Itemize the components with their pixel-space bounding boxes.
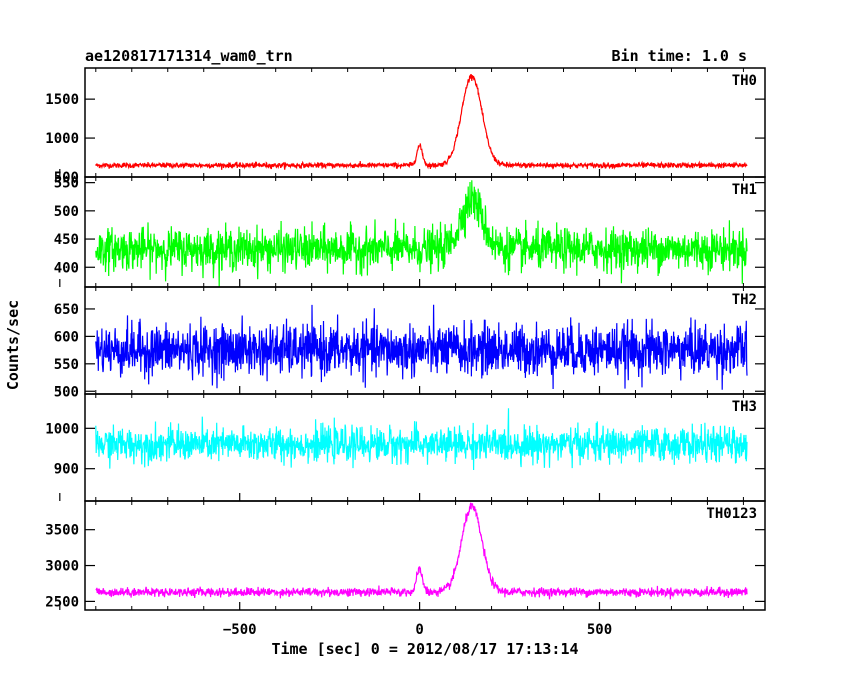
panel-label: TH2 <box>732 292 757 308</box>
y-tick-label: 600 <box>54 329 79 345</box>
panel-th3: 900 1000 TH3 <box>45 393 766 502</box>
y-tick-label: 2500 <box>45 594 79 610</box>
x-axis-label: Time [sec] 0 = 2012/08/17 17:13:14 <box>271 640 578 658</box>
series-line-th3 <box>95 408 748 471</box>
y-tick-label: 1500 <box>45 92 79 108</box>
y-tick-label: 3500 <box>45 523 79 539</box>
y-tick-label: 550 <box>54 357 79 373</box>
y-tick-label: 500 <box>54 384 79 400</box>
y-tick-label: 500 <box>54 204 79 220</box>
panel-label: TH0123 <box>706 506 757 522</box>
chart-title: ae120817171314_wam0_trn <box>85 47 293 65</box>
y-tick-label: 900 <box>54 462 79 478</box>
series-line-th0123 <box>95 502 748 600</box>
x-tick-label: 0 <box>415 622 423 638</box>
panel-label: TH0 <box>732 73 757 89</box>
series-line-th0 <box>95 73 748 170</box>
y-tick-label: 400 <box>54 260 79 276</box>
chart-subtitle: Bin time: 1.0 s <box>612 47 747 65</box>
panel-th0123: 2500 3000 3500 TH0123 <box>45 500 766 611</box>
panel-frame <box>84 500 766 611</box>
x-tick-label: −500 <box>223 622 257 638</box>
y-tick-label: 650 <box>54 302 79 318</box>
y-tick-label: 3000 <box>45 559 79 575</box>
panel-th1: 400 450 500 550 TH1 <box>54 176 766 288</box>
panel-th2: 500 550 600 650 TH2 <box>54 286 766 400</box>
panel-frame <box>84 176 766 288</box>
series-line-th1 <box>95 180 748 288</box>
x-tick-label: 500 <box>587 622 612 638</box>
y-tick-label: 450 <box>54 232 79 248</box>
y-tick-label: 550 <box>54 176 79 192</box>
y-tick-label: 1000 <box>45 131 79 147</box>
series-line-th2 <box>95 304 748 390</box>
x-axis: −500 0 500 <box>223 622 612 638</box>
panel-label: TH1 <box>732 182 757 198</box>
panel-label: TH3 <box>732 399 757 415</box>
y-axis-label: Counts/sec <box>4 300 22 390</box>
y-tick-label: 1000 <box>45 421 79 437</box>
